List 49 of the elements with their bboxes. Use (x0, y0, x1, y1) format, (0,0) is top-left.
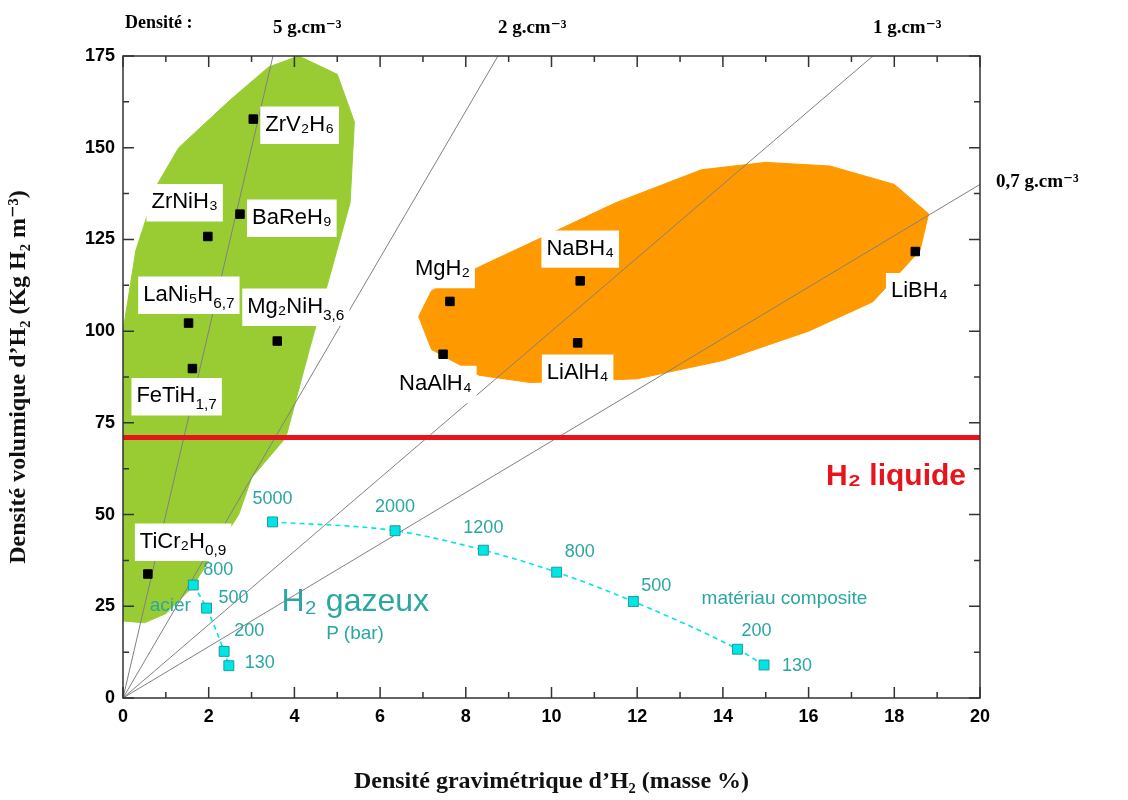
annotation: 200 (741, 619, 772, 640)
annotation: 130 (782, 655, 813, 676)
x-tick-label: 2 (203, 705, 214, 726)
x-tick-label: 8 (460, 705, 471, 726)
x-tick-label: 14 (712, 705, 733, 726)
annotation: 1200 (463, 516, 504, 537)
annotation: 200 (234, 619, 265, 640)
annotation: 800 (564, 540, 595, 561)
annotation: NaBH₄ (546, 234, 615, 260)
text: Densité : (125, 12, 193, 33)
series-label: 0,7 g.cm⁻³ (996, 170, 1080, 192)
series-label: 5 g.cm⁻³ (272, 15, 342, 37)
series-label: matériau composite (701, 587, 868, 609)
annotation: H₂ gazeux (281, 582, 430, 619)
x-tick-label: 6 (375, 705, 386, 726)
annotation: 2000 (375, 496, 416, 517)
annotation: ZrV₂H₆ (265, 111, 335, 137)
x-tick-label: 4 (289, 705, 300, 726)
ref-line-label: H₂ liquide (826, 458, 966, 492)
series-label: 1 g.cm⁻³ (872, 15, 942, 37)
x-axis-title: Densité gravimétrique d’H₂ (masse %) (353, 766, 750, 793)
annotation: ZrNiH₃ (151, 188, 218, 214)
y-tick-label: 175 (84, 44, 115, 65)
annotation: 500 (218, 586, 249, 607)
y-axis-title: Densité volumique d’H₂ (Kg H₂ m⁻³) (3, 190, 30, 564)
annotation: MgH₂ (414, 255, 470, 281)
x-tick-label: 18 (884, 705, 905, 726)
x-tick-label: 12 (627, 705, 648, 726)
x-tick-label: 20 (969, 705, 991, 726)
y-tick-label: 75 (94, 411, 115, 432)
annotation: NaAlH₄ (399, 370, 472, 396)
annotation: 500 (641, 575, 672, 595)
x-tick-label: 0 (117, 705, 129, 726)
annotation: 130 (244, 652, 275, 673)
y-tick-label: 100 (84, 320, 115, 341)
x-tick-label: 16 (798, 705, 819, 726)
annotation: BaReH₉ (251, 204, 332, 230)
x-tick-label: 10 (541, 705, 562, 726)
annotation: 5000 (252, 488, 293, 509)
y-tick-label: 25 (94, 595, 115, 616)
annotation: P (bar) (326, 621, 384, 643)
y-tick-label: 0 (104, 686, 115, 707)
y-tick-label: 125 (84, 228, 115, 249)
annotation: LiAlH₄ (546, 358, 609, 384)
annotation: 800 (203, 559, 234, 580)
y-tick-label: 150 (84, 136, 115, 157)
y-tick-label: 50 (94, 503, 115, 524)
series-label: 2 g.cm⁻³ (497, 15, 567, 37)
annotation: LiBH₄ (890, 277, 948, 303)
